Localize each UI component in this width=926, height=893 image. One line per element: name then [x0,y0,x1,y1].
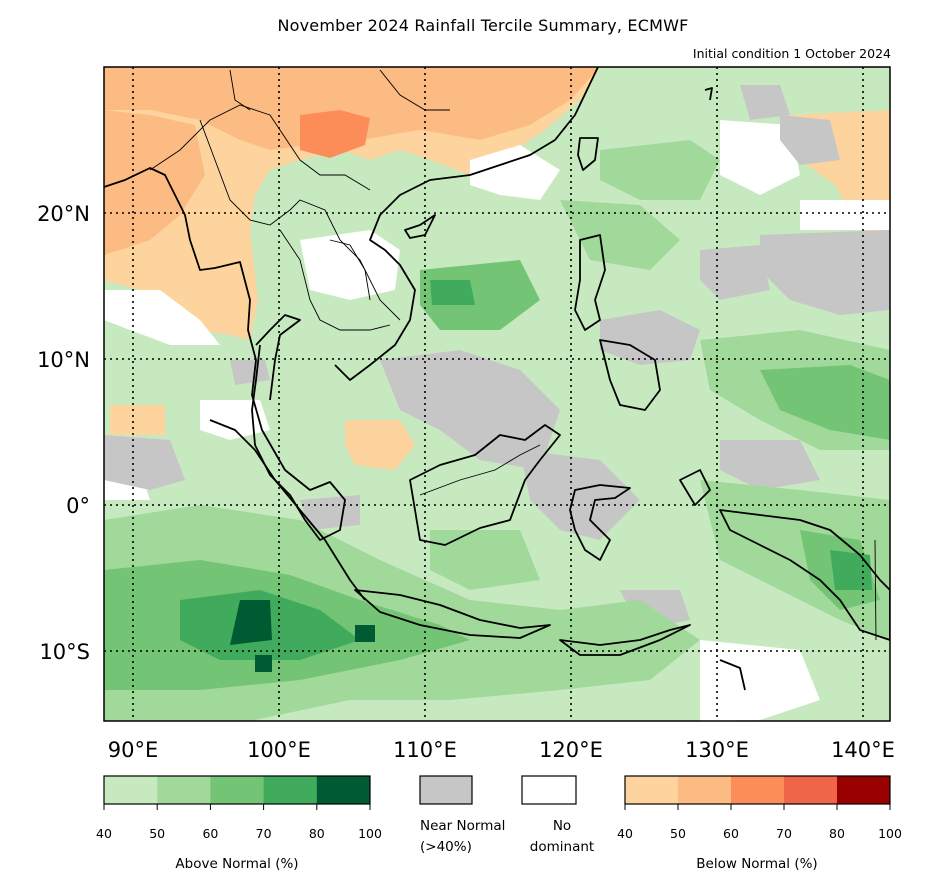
legend-below-normal-tick-label: 80 [829,826,845,841]
legend-below-normal-swatch [731,776,785,804]
near-normal-regions [104,85,890,630]
lat-tick-label: 10°N [37,348,90,372]
legend-near-normal: Near Normal (>40%) [419,775,505,855]
legend-above-normal-swatch [157,776,211,804]
legend-above-normal-tick-label: 40 [96,826,112,841]
above-normal-regions [104,140,890,721]
legend-no-dominant-sublabel: dominant [530,839,594,855]
lat-tick-label: 0° [66,494,90,518]
legend-below-normal-label: Below Normal (%) [696,856,817,872]
lon-tick-label: 120°E [539,738,603,762]
legend-above-normal: 40 50 60 70 80 100 Above Normal (%) [96,775,382,872]
lon-tick-label: 140°E [831,738,895,762]
coastlines [104,67,890,691]
legend-above-normal-swatch [210,776,265,804]
legend-no-dominant: No dominant [521,775,594,855]
legend-above-normal-tick-label: 100 [358,826,382,841]
legend-near-normal-sublabel: (>40%) [420,839,472,855]
legend-above-normal-swatch [263,776,318,804]
map-plot-area [104,67,890,721]
legend-below-normal-tick-label: 100 [878,826,902,841]
lon-tick-label: 90°E [108,738,159,762]
legend-near-normal-swatch [419,775,473,805]
lat-tick-label: 20°N [37,202,90,226]
no-dominant-regions [104,120,890,721]
map-frame [103,66,891,722]
longitude-labels: 90°E 100°E 110°E 120°E 130°E 140°E [108,738,895,762]
legend-below-normal-tick-label: 50 [670,826,686,841]
legend-above-normal-tick-label: 70 [256,826,272,841]
legend-below-normal-tick-label: 70 [776,826,792,841]
lon-tick-label: 130°E [685,738,749,762]
legend-above-normal-label: Above Normal (%) [175,856,298,872]
legend-below-normal-swatch [625,776,679,804]
lat-tick-label: 10°S [39,640,90,664]
legend-below-normal-swatch [784,776,838,804]
legend-above-normal-swatch [316,776,371,804]
legend-below-normal-swatch [837,776,891,804]
legend-above-normal-swatch [104,776,158,804]
legend-below-normal-swatch [678,776,732,804]
lon-tick-label: 110°E [393,738,457,762]
legend-above-normal-tick-label: 80 [309,826,325,841]
legend-no-dominant-swatch [521,775,577,805]
latitude-labels: 20°N 10°N 0° 10°S [37,202,90,664]
gridlines [104,67,890,721]
legend-above-normal-tick-label: 50 [149,826,165,841]
legend-below-normal-tick-label: 60 [723,826,739,841]
legend-above-normal-tick-label: 60 [202,826,218,841]
map-title: November 2024 Rainfall Tercile Summary, … [277,16,689,35]
country-borders [149,69,877,641]
legend-below-normal-tick-label: 40 [617,826,633,841]
legend-near-normal-label: Near Normal [420,818,505,834]
legend-below-normal: 40 50 60 70 80 100 Below Normal (%) [617,775,902,872]
legend-no-dominant-label: No [553,818,571,834]
lon-tick-label: 100°E [247,738,311,762]
map-subtitle: Initial condition 1 October 2024 [692,46,891,61]
